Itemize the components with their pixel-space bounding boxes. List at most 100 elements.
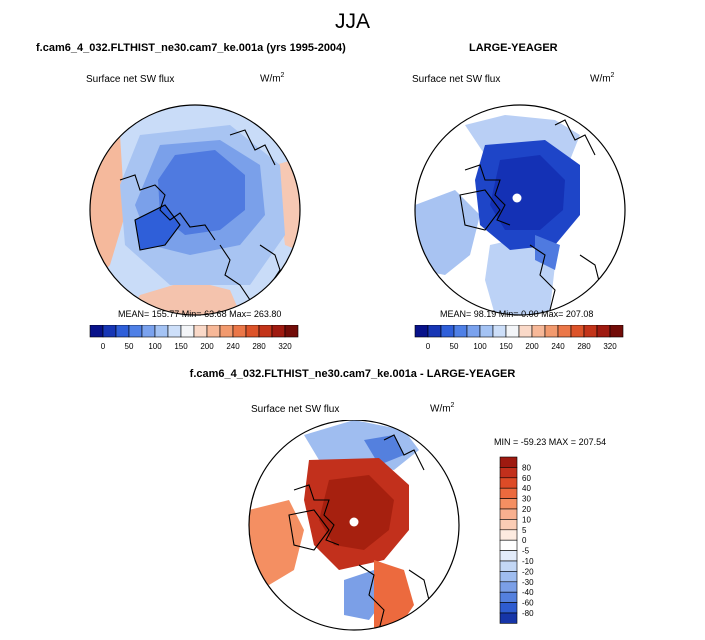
colorbar-left-swatch-2 — [115, 325, 130, 338]
colorbar-right-swatch-9 — [531, 325, 546, 338]
colorbar-left-swatch-3 — [128, 325, 143, 338]
colorbar-right-swatch-1 — [427, 325, 442, 338]
colorbar-diff-swatch-3 — [499, 487, 518, 499]
colorbar-left-swatch-10 — [219, 325, 234, 338]
colorbar-diff-swatch-1 — [499, 467, 518, 479]
colorbar-diff-tick-label: 20 — [522, 505, 531, 514]
panel-diff-units: W/m2 — [430, 402, 455, 415]
colorbar-left-tick-label: 280 — [252, 342, 266, 351]
colorbar-right-swatch-3 — [453, 325, 468, 338]
map-right-coast-4 — [529, 244, 556, 311]
colorbar-diff-tick-label: -5 — [522, 547, 530, 556]
panel-diff-stats: MIN = -59.23 MAX = 207.54 — [494, 437, 607, 447]
colorbar-left-tick-label: 50 — [125, 342, 134, 351]
colorbar-right-tick-label: 240 — [551, 342, 565, 351]
colorbar-right-swatch-2 — [440, 325, 455, 338]
map-right-coast-2 — [459, 189, 501, 231]
colorbar-diff-swatch-11 — [499, 571, 518, 583]
panel-left-variable-label: Surface net SW flux — [86, 74, 175, 85]
colorbar-left-swatch-4 — [141, 325, 156, 338]
colorbar-diff-tick-label: 5 — [522, 526, 527, 535]
colorbar-right-swatch-5 — [479, 325, 494, 338]
map-right — [414, 104, 626, 316]
colorbar-right-swatch-10 — [544, 325, 559, 338]
colorbar-left-swatch-11 — [232, 325, 247, 338]
map-right-coast-1 — [464, 164, 511, 226]
colorbar-right-swatch-13 — [583, 325, 598, 338]
colorbar-right-tick-label: 0 — [426, 342, 431, 351]
colorbar-diff-tick-label: -40 — [522, 588, 534, 597]
colorbar-diff-swatch-6 — [499, 519, 518, 531]
map-left-outline — [89, 104, 301, 316]
panel-right-units: W/m2 — [590, 72, 615, 85]
panel-left-stats: MEAN= 155.77 Min= 63.68 Max= 263.80 — [118, 309, 282, 319]
panel-diff-variable-label: Surface net SW flux — [251, 404, 340, 415]
map-left-coast-1 — [119, 174, 216, 241]
map-left-field-greenland — [135, 205, 180, 250]
colorbar-left-swatch-1 — [102, 325, 117, 338]
colorbar-diff-tick-label: 30 — [522, 495, 531, 504]
colorbar-diff-tick-label: -80 — [522, 609, 534, 618]
map-diff-outline — [248, 420, 460, 631]
colorbar-diff-tick-label: 0 — [522, 536, 527, 545]
panel-left-title: f.cam6_4_032.FLTHIST_ne30.cam7_ke.001a (… — [36, 42, 346, 54]
colorbar-diff-swatch-12 — [499, 581, 518, 593]
map-diff-pole-mask — [349, 517, 359, 527]
colorbar-right-swatch-6 — [492, 325, 507, 338]
colorbar-left-swatch-5 — [154, 325, 169, 338]
colorbar-left: 0 50 100 150 200 240 280 320 — [89, 325, 299, 351]
colorbar-diff-swatch-0 — [499, 456, 518, 468]
panel-right-title: LARGE-YEAGER — [469, 42, 558, 54]
colorbar-diff-swatch-14 — [499, 602, 518, 614]
colorbar-right-swatch-4 — [466, 325, 481, 338]
colorbar-left-tick-label: 100 — [148, 342, 162, 351]
colorbar-diff-swatch-7 — [499, 529, 518, 541]
colorbar-left-swatch-14 — [271, 325, 286, 338]
colorbar-diff-tick-label: 10 — [522, 515, 531, 524]
colorbar-left-swatch-9 — [206, 325, 221, 338]
colorbar-right-tick-label: 200 — [525, 342, 539, 351]
panel-diff-title: f.cam6_4_032.FLTHIST_ne30.cam7_ke.001a -… — [189, 368, 516, 380]
colorbar-left-swatch-15 — [284, 325, 299, 338]
colorbar-right-tick-label: 50 — [450, 342, 459, 351]
colorbar-left-swatch-12 — [245, 325, 260, 338]
figure-suptitle: JJA — [334, 10, 370, 33]
map-right-field-shelf — [535, 235, 560, 270]
colorbar-right-swatch-7 — [505, 325, 520, 338]
colorbar-left-tick-label: 320 — [278, 342, 292, 351]
colorbar-right-swatch-8 — [518, 325, 533, 338]
colorbar-diff-tick-label: -60 — [522, 599, 534, 608]
map-diff-field-arctic-core — [319, 475, 394, 550]
colorbar-diff-tick-label: 80 — [522, 463, 531, 472]
colorbar-left-swatch-13 — [258, 325, 273, 338]
map-left-coast-3 — [229, 129, 276, 166]
colorbar-diff-tick-label: -30 — [522, 578, 534, 587]
colorbar-right-tick-label: 280 — [577, 342, 591, 351]
colorbar-right-swatch-12 — [570, 325, 585, 338]
colorbar-diff-swatch-9 — [499, 550, 518, 562]
colorbar-right-tick-label: 320 — [603, 342, 617, 351]
colorbar-left-tick-label: 0 — [101, 342, 106, 351]
map-left-coast-2 — [134, 204, 181, 251]
map-diff-field-shelf-pos — [374, 560, 414, 630]
colorbar-left-swatch-7 — [180, 325, 195, 338]
map-right-field-atlantic — [415, 190, 480, 275]
panel-left-units: W/m2 — [260, 72, 285, 85]
map-right-coast-3 — [554, 119, 596, 156]
map-right-pole-mask — [512, 193, 522, 203]
map-diff — [248, 420, 460, 631]
colorbar-left-tick-label: 240 — [226, 342, 240, 351]
colorbar-left-swatch-6 — [167, 325, 182, 338]
colorbar-diff-swatch-13 — [499, 591, 518, 603]
panel-right-variable-label: Surface net SW flux — [412, 74, 501, 85]
map-diff-field-bering-neg — [364, 435, 404, 465]
colorbar-diff-tick-label: -10 — [522, 557, 534, 566]
colorbar-diff-swatch-4 — [499, 498, 518, 510]
map-diff-coast-1 — [293, 484, 340, 546]
colorbar-left-swatch-8 — [193, 325, 208, 338]
colorbar-right: 0 50 100 150 200 240 280 320 — [414, 325, 624, 351]
panel-right-stats: MEAN= 98.19 Min= 0.00 Max= 207.08 — [440, 309, 594, 319]
colorbar-diff-swatch-15 — [499, 612, 518, 624]
colorbar-left-swatch-0 — [89, 325, 104, 338]
